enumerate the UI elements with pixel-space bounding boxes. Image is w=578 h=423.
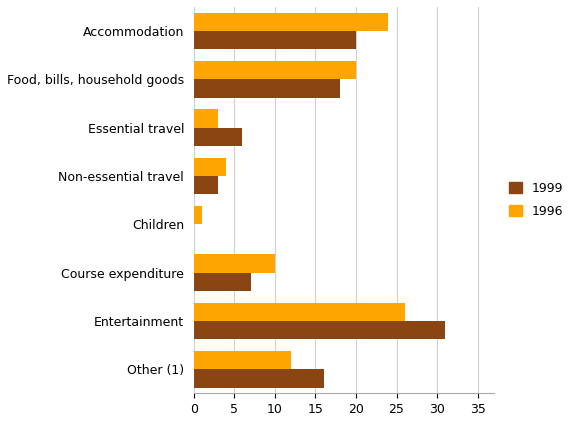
Bar xyxy=(194,128,242,146)
Legend: 1999, 1996: 1999, 1996 xyxy=(503,176,569,224)
Bar xyxy=(194,351,291,369)
Bar xyxy=(194,206,202,224)
Bar xyxy=(194,369,324,387)
Bar xyxy=(194,31,356,49)
Bar xyxy=(194,176,218,194)
Bar xyxy=(194,13,388,31)
Bar xyxy=(194,321,445,339)
Bar xyxy=(194,302,405,321)
Bar xyxy=(194,158,226,176)
Bar xyxy=(194,61,356,80)
Bar xyxy=(194,254,275,272)
Bar xyxy=(194,80,340,98)
Bar xyxy=(194,109,218,128)
Bar xyxy=(194,272,250,291)
